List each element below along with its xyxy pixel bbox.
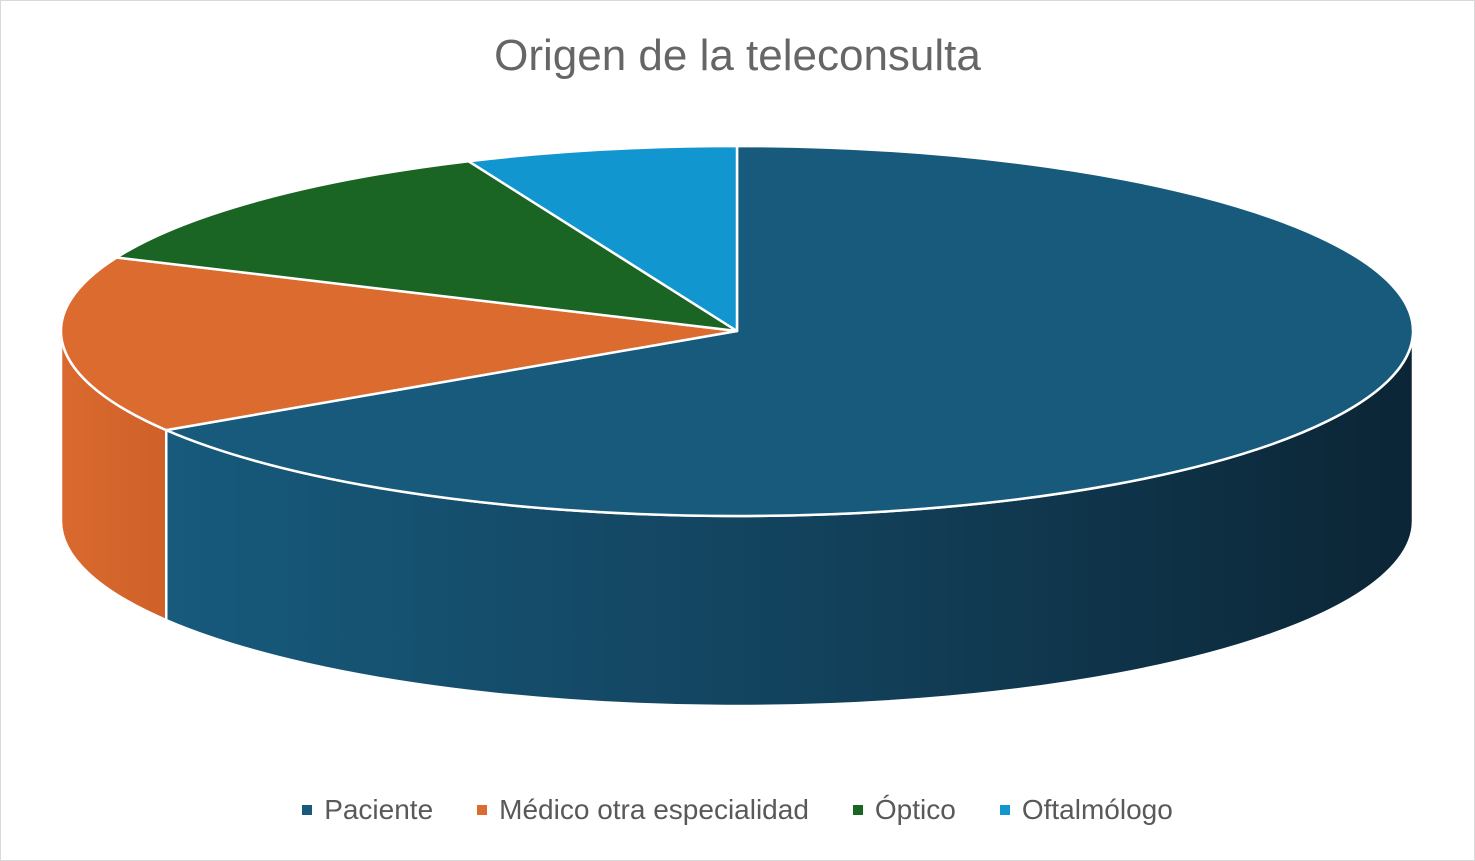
chart-legend: Paciente Médico otra especialidad Óptico Of… [0,790,1475,830]
pie-slice-medico-otra-especialidad [59,256,739,432]
legend-item-optico: Óptico [852,794,956,826]
pie-slice-oftalmologo [467,144,739,333]
pie-slices [59,144,1415,518]
pie-slice-paciente [164,144,1415,518]
chart-title: Origen de la teleconsulta [494,31,981,80]
legend-swatch [852,805,863,815]
legend-label: Óptico [874,794,956,825]
legend-label: Oftalmólogo [1021,794,1173,825]
legend-item-medico-otra-especialidad: Médico otra especialidad [477,794,809,826]
legend-swatch [302,805,313,815]
legend-swatch [477,805,488,815]
pie-slice-optico [115,159,739,333]
legend-label: Médico otra especialidad [499,794,809,825]
legend-label: Paciente [324,794,434,825]
legend-item-paciente: Paciente [302,794,433,826]
legend-item-oftalmologo: Oftalmólogo [999,794,1173,826]
legend-swatch [999,805,1010,815]
